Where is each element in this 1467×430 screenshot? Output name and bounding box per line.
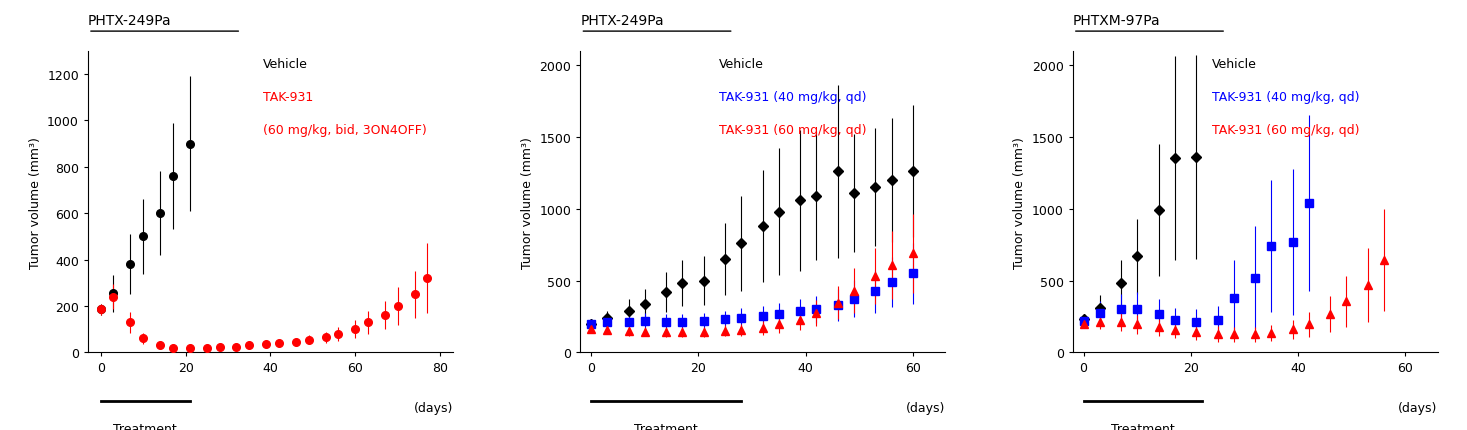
- Text: Vehicle: Vehicle: [719, 58, 764, 71]
- Text: (60 mg/kg, bid, 3ON4OFF): (60 mg/kg, bid, 3ON4OFF): [263, 124, 427, 137]
- Text: TAK-931 (60 mg/kg, qd): TAK-931 (60 mg/kg, qd): [719, 124, 867, 137]
- Text: (days): (days): [1398, 401, 1438, 414]
- Text: Treatment: Treatment: [1111, 422, 1175, 430]
- Text: Vehicle: Vehicle: [1212, 58, 1256, 71]
- Text: (days): (days): [414, 401, 453, 414]
- Y-axis label: Tumor volume (mm³): Tumor volume (mm³): [28, 136, 41, 268]
- Text: PHTXM-97Pa: PHTXM-97Pa: [1072, 14, 1160, 28]
- Text: PHTX-249Pa: PHTX-249Pa: [581, 14, 665, 28]
- Text: (days): (days): [905, 401, 945, 414]
- Y-axis label: Tumor volume (mm³): Tumor volume (mm³): [521, 136, 534, 268]
- Text: Vehicle: Vehicle: [263, 58, 308, 71]
- Text: Treatment: Treatment: [113, 422, 178, 430]
- Y-axis label: Tumor volume (mm³): Tumor volume (mm³): [1014, 136, 1027, 268]
- Text: PHTX-249Pa: PHTX-249Pa: [88, 14, 172, 28]
- Text: TAK-931 (40 mg/kg, qd): TAK-931 (40 mg/kg, qd): [1212, 91, 1358, 104]
- Text: TAK-931 (60 mg/kg, qd): TAK-931 (60 mg/kg, qd): [1212, 124, 1358, 137]
- Text: TAK-931: TAK-931: [263, 91, 314, 104]
- Text: TAK-931 (40 mg/kg, qd): TAK-931 (40 mg/kg, qd): [719, 91, 867, 104]
- Text: Treatment: Treatment: [634, 422, 698, 430]
